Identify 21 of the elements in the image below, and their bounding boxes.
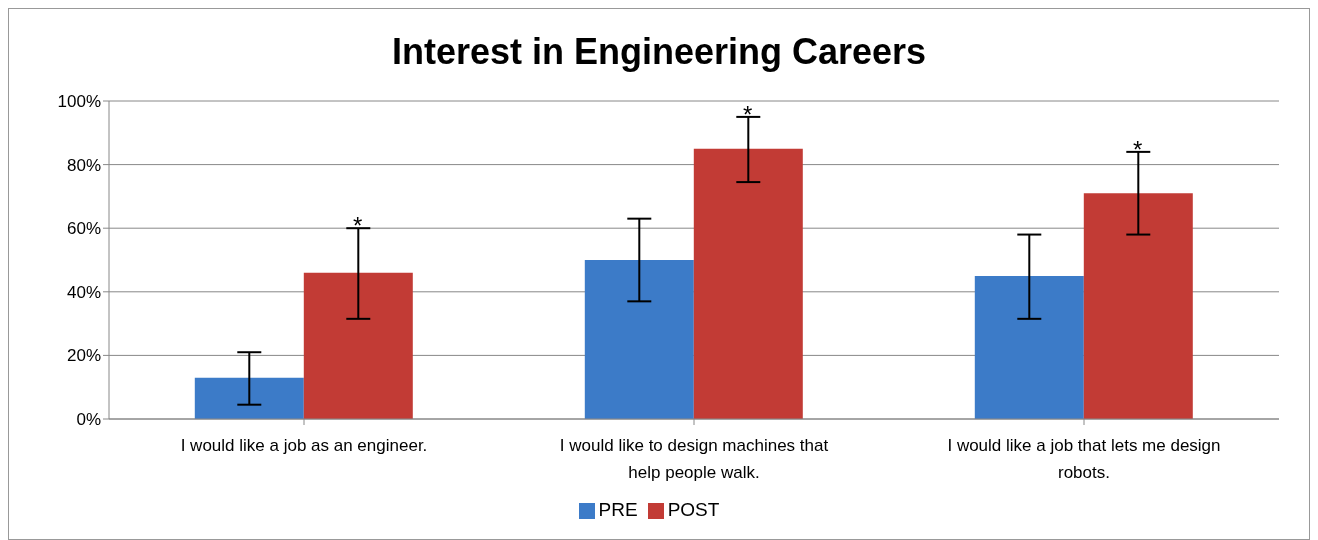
y-tick-label: 60% (66, 219, 101, 239)
y-tick-label: 40% (66, 282, 101, 302)
annotation: * (353, 212, 363, 240)
bar (303, 272, 413, 419)
bar (1083, 193, 1193, 419)
bar (974, 275, 1084, 419)
x-tick-label: I would like to design machines that help people walk. (559, 436, 829, 483)
legend-label: PRE (598, 499, 638, 520)
x-tick-label: I would like a job as an engineer. (180, 436, 428, 456)
y-tick-label: 0% (76, 410, 101, 430)
y-tick-label: 20% (66, 346, 101, 366)
legend-label: POST (667, 499, 720, 520)
bar (194, 377, 304, 419)
y-tick-label: 100% (57, 92, 101, 112)
chart-title: Interest in Engineering Careers (390, 31, 928, 74)
x-tick-label: I would like a job that lets me design robots. (947, 436, 1221, 483)
annotation: * (1133, 135, 1143, 163)
bar (584, 260, 694, 419)
y-tick-label: 80% (66, 155, 101, 175)
annotation: * (743, 100, 753, 128)
bar (693, 148, 803, 419)
